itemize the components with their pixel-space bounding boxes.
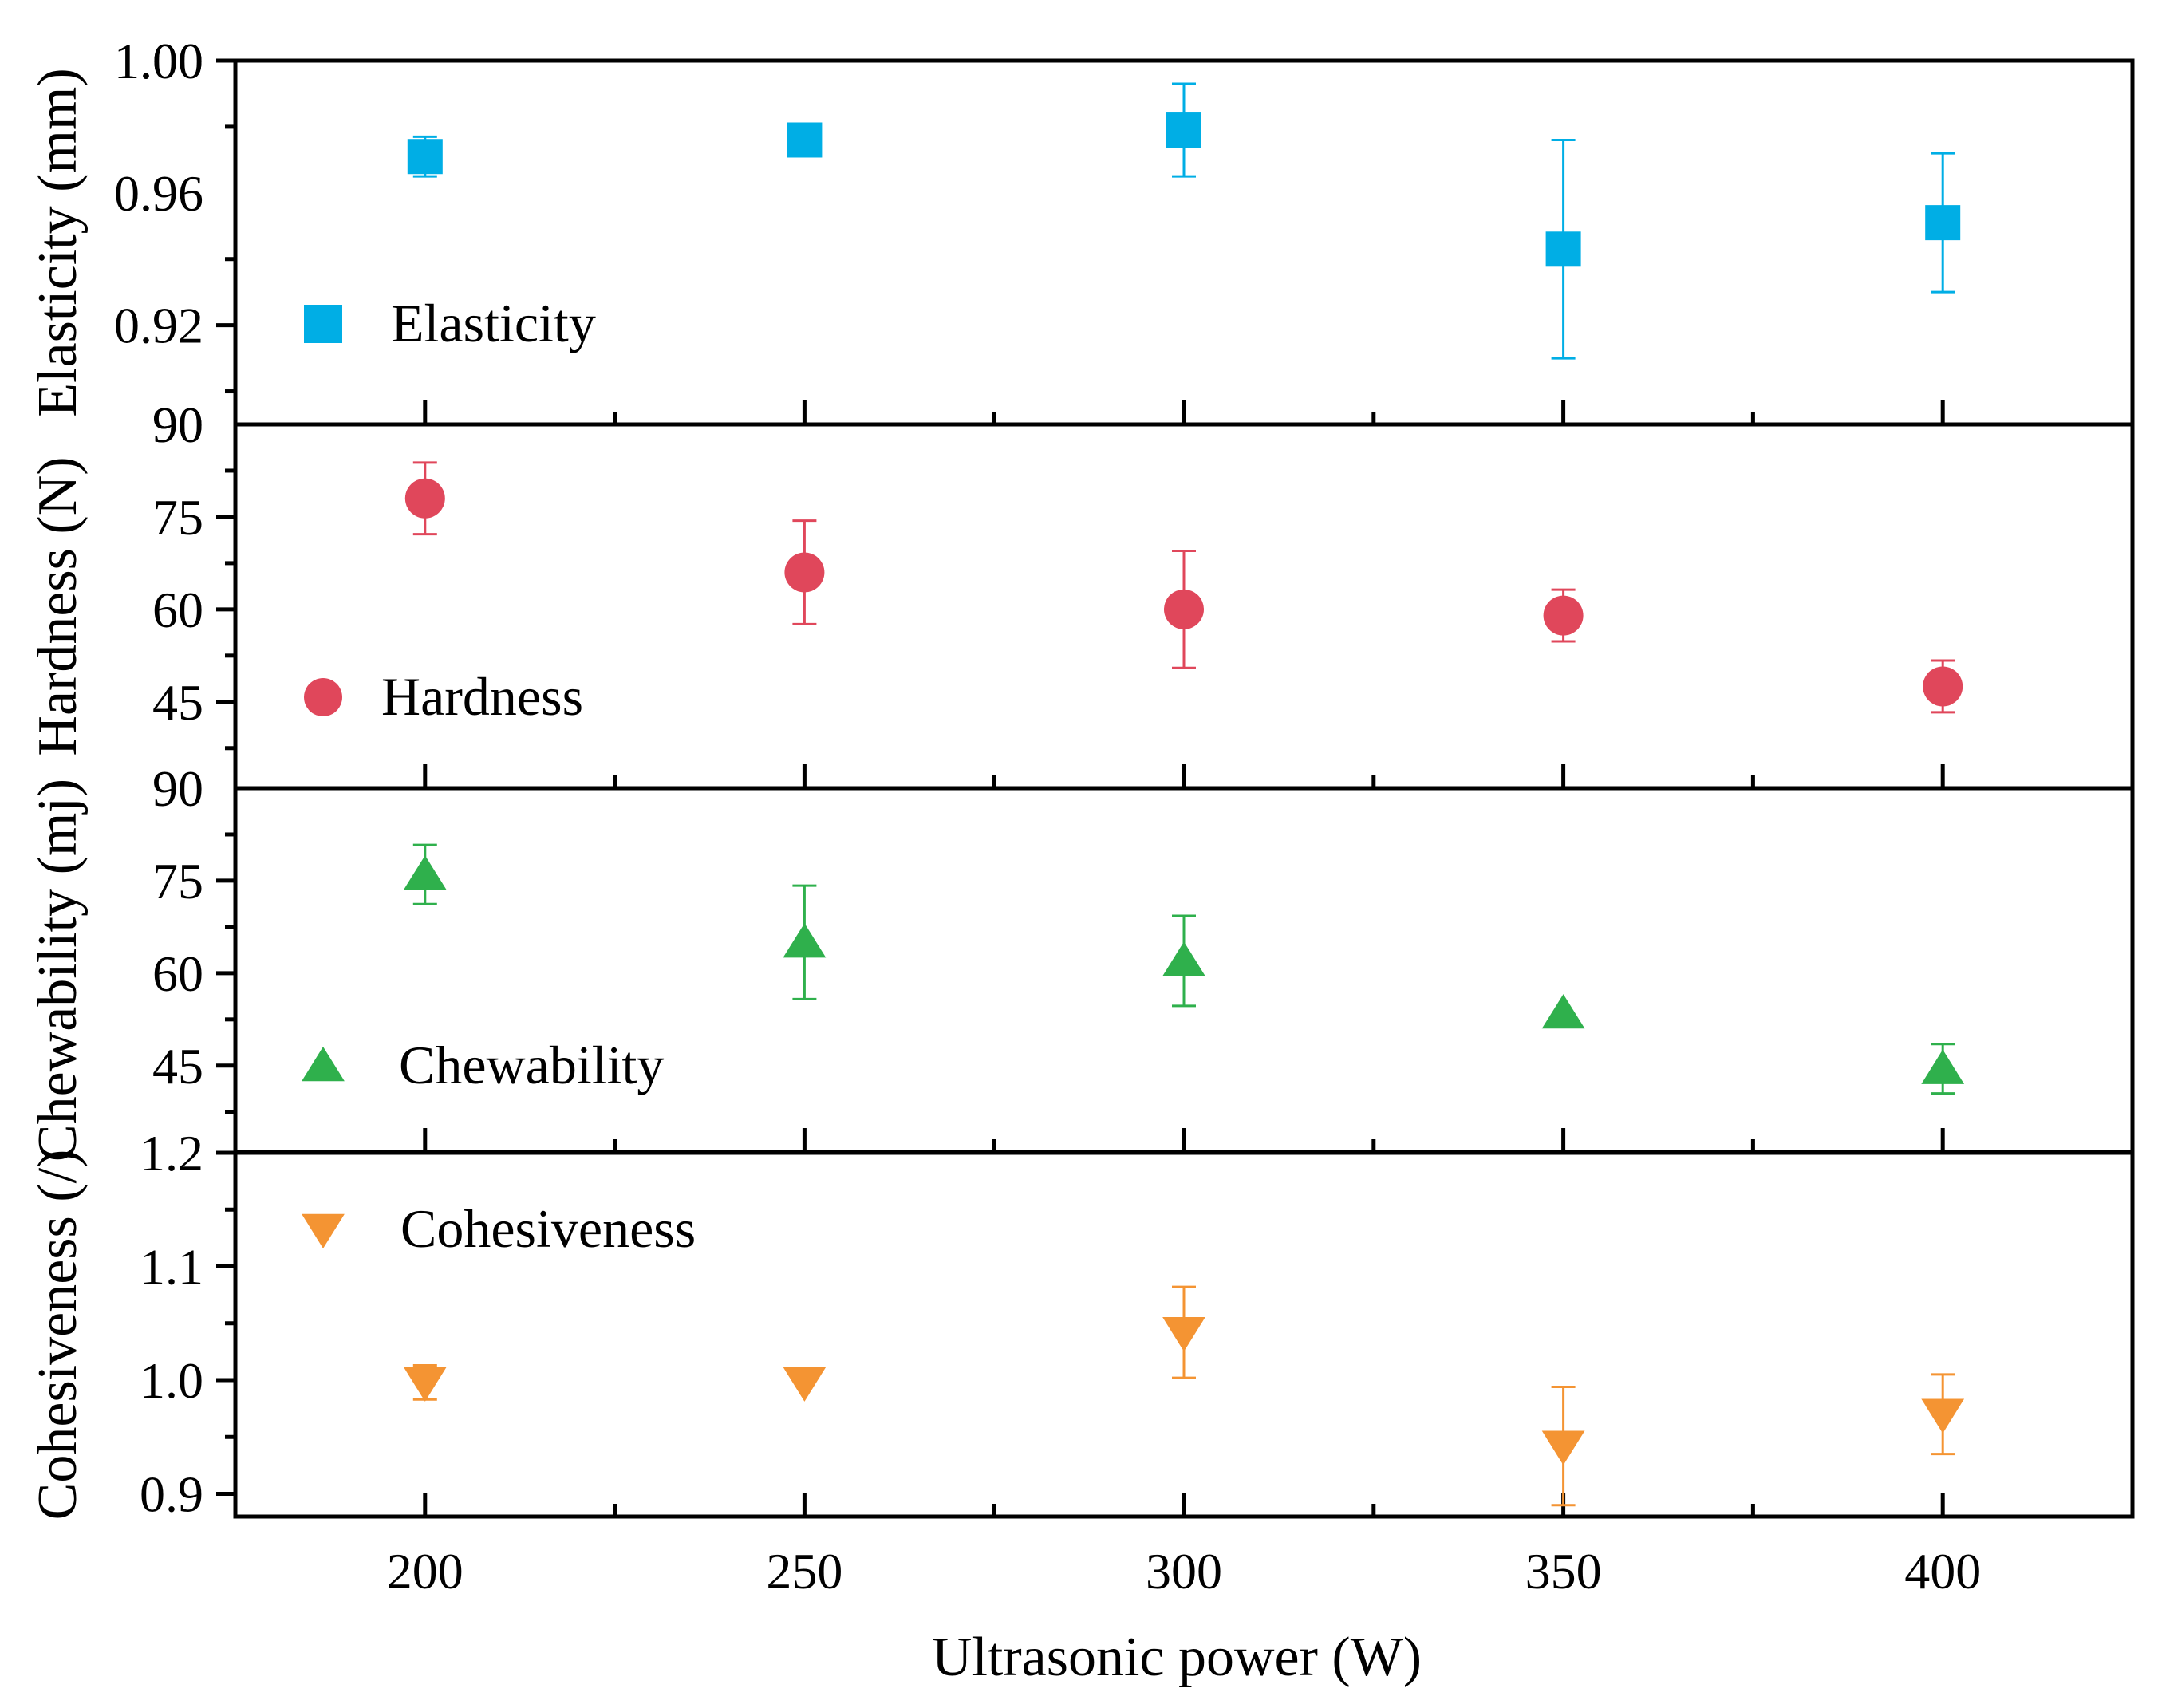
legend-label: Elasticity (391, 293, 596, 353)
data-point (1923, 666, 1963, 707)
legend-label: Cohesiveness (400, 1198, 696, 1259)
y-axis-title: Chewability (mj) (27, 779, 89, 1162)
panel-cohesiveness: 0.9 1.0 1.1 1.2 Cohesiveness (/) Cohesiveness (27, 1125, 2135, 1523)
x-tick-label: 250 (766, 1543, 842, 1600)
data-point (1543, 595, 1584, 636)
y-tick-label: 75 (152, 853, 203, 909)
data-point (784, 552, 825, 593)
data-point (783, 923, 827, 958)
legend-marker (302, 1213, 345, 1248)
legend-label: Hardness (381, 666, 583, 727)
legend-label: Chewability (399, 1035, 664, 1095)
data-point (1162, 941, 1205, 976)
y-bottom-label: 90 (152, 396, 203, 453)
y-axis-title: Hardness (N) (27, 456, 89, 755)
y-tick-label: 1.00 (114, 33, 203, 89)
y-tick-label: 45 (152, 1038, 203, 1095)
y-top-label: 90 (152, 760, 203, 817)
legend-marker (304, 305, 342, 343)
data-point (403, 855, 447, 890)
x-axis-title: Ultrasonic power (W) (932, 1627, 1422, 1688)
data-point (1541, 1430, 1585, 1465)
data-point (1921, 1049, 1965, 1084)
y-tick-label: 1.0 (140, 1352, 203, 1409)
data-point (407, 139, 443, 175)
y-tick-label: 60 (152, 945, 203, 1002)
data-point (1545, 231, 1581, 267)
x-tick-label: 400 (1904, 1543, 1981, 1600)
panel-hardness: 45 60 75 90 Hardness (N) Hardness (27, 396, 2135, 791)
y-top-label: 90 (152, 396, 203, 453)
x-tick-label: 350 (1525, 1543, 1602, 1600)
x-axis: 200 250 300 350 400 (387, 1543, 1981, 1600)
data-point (1541, 994, 1585, 1029)
y-tick-label: 75 (152, 489, 203, 546)
data-point (1162, 1316, 1205, 1352)
legend-marker (304, 678, 342, 716)
data-point (404, 478, 445, 519)
y-top-label: 1.00 (114, 33, 203, 89)
data-point (1166, 112, 1201, 148)
data-point (403, 1367, 447, 1402)
data-point (783, 1367, 827, 1402)
x-tick-label: 300 (1146, 1543, 1222, 1600)
data-point (787, 122, 823, 158)
y-tick-label: 1.1 (140, 1239, 203, 1296)
y-tick-label: 0.9 (140, 1466, 203, 1523)
panel-chewability: 45 60 75 90 Chewability (mj) Chewability (27, 760, 2135, 1162)
data-point (1164, 589, 1204, 629)
legend-marker (302, 1047, 345, 1082)
y-axis-title: Cohesiveness (/) (27, 1150, 89, 1521)
data-point (1921, 1398, 1965, 1434)
y-tick-label: 60 (152, 582, 203, 638)
y-axis-title: Elasticity (mm) (27, 68, 89, 416)
y-tick-label: 0.92 (114, 298, 203, 354)
data-point (1925, 205, 1961, 241)
x-tick-label: 200 (387, 1543, 464, 1600)
y-top-label: 1.2 (140, 1125, 203, 1181)
y-tick-label: 0.96 (114, 165, 203, 222)
y-tick-label: 45 (152, 674, 203, 731)
